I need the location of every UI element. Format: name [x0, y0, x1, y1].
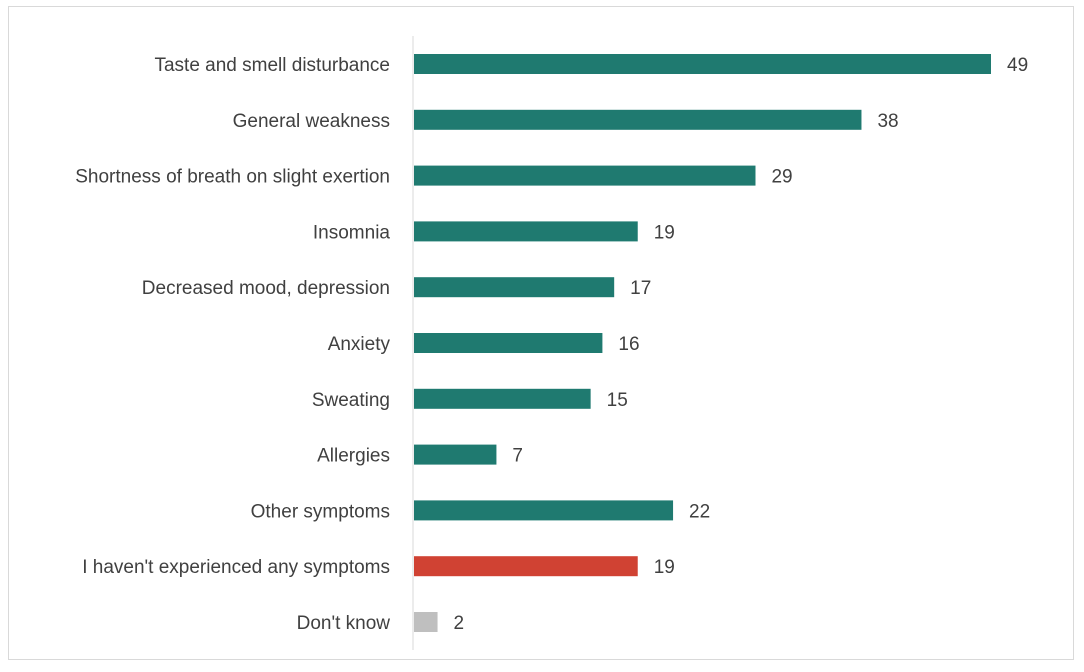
value-label-6: 15: [607, 390, 628, 411]
bar-10: [414, 612, 438, 632]
bar-4: [414, 277, 615, 298]
value-label-1: 38: [877, 111, 898, 132]
bar-5: [414, 333, 603, 353]
value-label-2: 29: [771, 167, 792, 188]
bar-2: [414, 165, 756, 186]
value-label-4: 17: [630, 278, 651, 299]
category-label-8: Other symptoms: [251, 501, 390, 522]
value-label-10: 2: [454, 613, 465, 634]
category-label-9: I haven't experienced any symptoms: [82, 557, 390, 578]
value-label-7: 7: [512, 446, 523, 467]
bar-9: [414, 556, 638, 577]
bar-8: [414, 500, 674, 521]
category-label-10: Don't know: [297, 613, 391, 634]
value-label-5: 16: [618, 334, 639, 355]
value-label-9: 19: [654, 557, 675, 578]
category-label-6: Sweating: [312, 390, 390, 411]
category-label-5: Anxiety: [328, 334, 391, 355]
value-labels-group: 49 38 29 19 17 16 15 7 22 19 2: [454, 55, 1029, 634]
category-label-3: Insomnia: [313, 222, 391, 243]
value-label-0: 49: [1007, 55, 1028, 76]
bars-group: [414, 54, 991, 632]
category-label-2: Shortness of breath on slight exertion: [75, 167, 390, 188]
category-label-4: Decreased mood, depression: [142, 278, 390, 299]
category-label-0: Taste and smell disturbance: [154, 55, 390, 76]
value-label-3: 19: [654, 222, 675, 243]
bar-7: [414, 444, 497, 465]
bar-3: [414, 221, 638, 242]
category-labels-group: Taste and smell disturbance General weakn…: [75, 55, 390, 634]
category-label-1: General weakness: [233, 111, 390, 132]
category-label-7: Allergies: [317, 446, 390, 467]
bar-1: [414, 109, 862, 130]
bar-6: [414, 388, 591, 409]
bar-0: [414, 54, 991, 74]
value-label-8: 22: [689, 501, 710, 522]
